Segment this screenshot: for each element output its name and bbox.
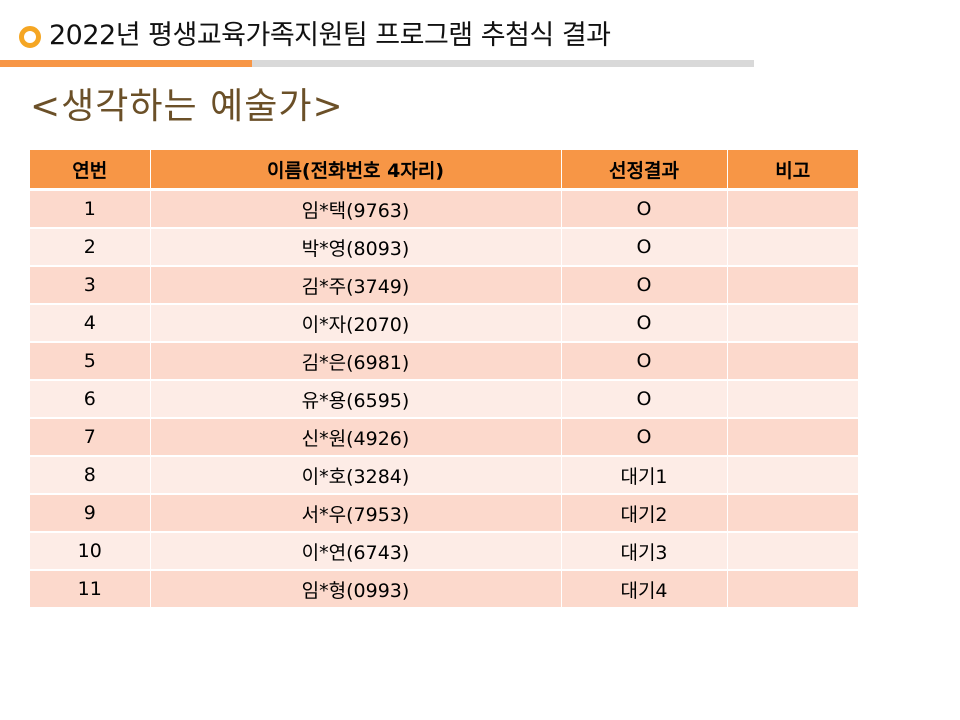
row-note-cell <box>727 228 858 267</box>
row-result-cell: 대기4 <box>561 570 728 609</box>
row-number-cell: 11 <box>30 570 151 609</box>
row-note-cell <box>727 418 858 457</box>
row-result-cell: 대기2 <box>561 494 728 533</box>
table-row: 5 김*은(6981) O <box>30 342 858 381</box>
bullet-circle-icon <box>19 26 41 48</box>
row-note-cell <box>727 342 858 381</box>
column-header-number: 연번 <box>30 150 151 191</box>
title-underline-accent <box>0 60 252 67</box>
table-header-row: 연번 이름(전화번호 4자리) 선정결과 비고 <box>30 150 858 191</box>
row-name-cell: 임*형(0993) <box>150 570 562 609</box>
row-number-cell: 7 <box>30 418 151 457</box>
row-result-cell: O <box>561 304 728 343</box>
row-number-cell: 5 <box>30 342 151 381</box>
row-number-cell: 4 <box>30 304 151 343</box>
row-name-cell: 신*원(4926) <box>150 418 562 457</box>
table-row: 10 이*연(6743) 대기3 <box>30 532 858 571</box>
row-result-cell: 대기1 <box>561 456 728 495</box>
row-note-cell <box>727 304 858 343</box>
table-row: 8 이*호(3284) 대기1 <box>30 456 858 495</box>
row-name-cell: 임*택(9763) <box>150 189 562 229</box>
row-name-cell: 김*주(3749) <box>150 266 562 305</box>
table-row: 9 서*우(7953) 대기2 <box>30 494 858 533</box>
table-body: 1 임*택(9763) O 2 박*영(8093) O 3 김*주(3749) O 4 이*자(20… <box>30 189 858 609</box>
title-underline <box>252 60 754 67</box>
program-subtitle: <생각하는 예술가> <box>30 86 344 127</box>
row-name-cell: 이*호(3284) <box>150 456 562 495</box>
row-number-cell: 3 <box>30 266 151 305</box>
row-number-cell: 6 <box>30 380 151 419</box>
table-row: 11 임*형(0993) 대기4 <box>30 570 858 609</box>
row-name-cell: 박*영(8093) <box>150 228 562 267</box>
table-row: 2 박*영(8093) O <box>30 228 858 267</box>
row-name-cell: 서*우(7953) <box>150 494 562 533</box>
row-number-cell: 2 <box>30 228 151 267</box>
row-note-cell <box>727 570 858 609</box>
row-note-cell <box>727 380 858 419</box>
column-header-note: 비고 <box>727 150 858 191</box>
row-note-cell <box>727 189 858 229</box>
table-row: 4 이*자(2070) O <box>30 304 858 343</box>
table-row: 1 임*택(9763) O <box>30 189 858 229</box>
column-header-name: 이름(전화번호 4자리) <box>150 150 562 191</box>
row-number-cell: 9 <box>30 494 151 533</box>
row-name-cell: 유*용(6595) <box>150 380 562 419</box>
table-row: 7 신*원(4926) O <box>30 418 858 457</box>
row-number-cell: 8 <box>30 456 151 495</box>
row-result-cell: O <box>561 380 728 419</box>
row-result-cell: O <box>561 266 728 305</box>
row-result-cell: 대기3 <box>561 532 728 571</box>
row-result-cell: O <box>561 342 728 381</box>
row-number-cell: 10 <box>30 532 151 571</box>
row-name-cell: 김*은(6981) <box>150 342 562 381</box>
row-note-cell <box>727 266 858 305</box>
table-row: 3 김*주(3749) O <box>30 266 858 305</box>
row-result-cell: O <box>561 189 728 229</box>
row-name-cell: 이*자(2070) <box>150 304 562 343</box>
table-row: 6 유*용(6595) O <box>30 380 858 419</box>
column-header-result: 선정결과 <box>561 150 728 191</box>
row-note-cell <box>727 456 858 495</box>
row-note-cell <box>727 532 858 571</box>
row-result-cell: O <box>561 418 728 457</box>
row-number-cell: 1 <box>30 189 151 229</box>
row-result-cell: O <box>561 228 728 267</box>
row-name-cell: 이*연(6743) <box>150 532 562 571</box>
results-table: 연번 이름(전화번호 4자리) 선정결과 비고 1 임*택(9763) O 2 박*영(… <box>30 150 858 609</box>
page-title: 2022년 평생교육가족지원팀 프로그램 추첨식 결과 <box>49 20 611 51</box>
row-note-cell <box>727 494 858 533</box>
